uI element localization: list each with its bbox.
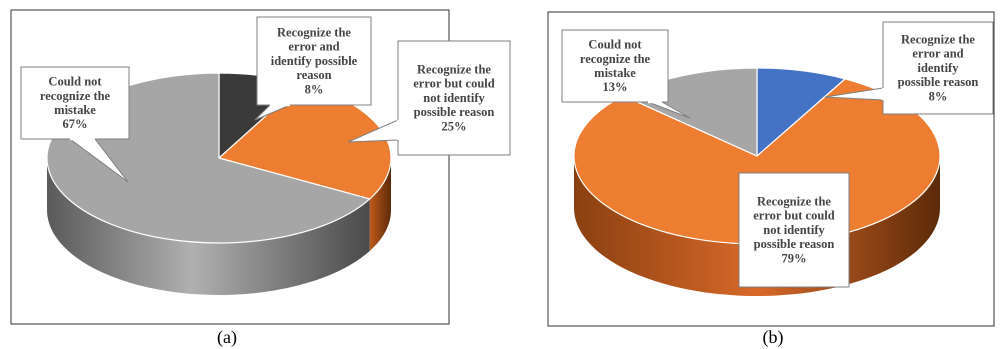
callout-a-slice-1-box <box>397 40 511 156</box>
callout-a-slice-1-label-line: error but could <box>413 77 495 91</box>
chart-b-slice-0 <box>756 67 846 157</box>
callout-b-slice-1-label-line: Recognize the <box>757 195 831 209</box>
callout-b-slice-1-value: 79% <box>782 251 807 265</box>
chart-b-caption: (b) <box>763 327 784 348</box>
callout-b-slice-2-pointer <box>647 101 691 119</box>
callout-a-slice-0-value: 8% <box>305 82 324 96</box>
chart-a-slice-1-side <box>369 158 391 251</box>
callout-b-slice-1-label-line: error but could <box>753 209 835 223</box>
callout-a-slice-2-label-line: Could not <box>48 75 102 89</box>
callout-b-slice-0-label-line: identify <box>918 61 960 75</box>
chart-a-caption: (a) <box>217 327 237 348</box>
callout-a-slice-0-box <box>256 16 372 106</box>
callout-a-slice-0-pointer <box>254 104 291 121</box>
callout-a-slice-2-label-line: mistake <box>54 103 96 117</box>
callout-a-slice-2-pointer <box>69 138 129 183</box>
callout-b-slice-0-label-line: possible reason <box>898 75 979 89</box>
callout-b-slice-0-label-line: error and <box>912 47 963 61</box>
callout-a-slice-2-value: 67% <box>63 117 88 131</box>
callout-a-slice-0-label-line: identify possible <box>271 54 358 68</box>
callout-a-slice-1-label-line: Recognize the <box>417 63 491 77</box>
callout-a-slice-2-box <box>20 66 130 140</box>
callout-a-slice-1-pointer <box>347 119 399 143</box>
callout-b-slice-2-value: 13% <box>603 80 628 94</box>
callout-b-slice-0-value: 8% <box>929 89 948 103</box>
callout-b-slice-0-box <box>882 21 994 115</box>
callout-b-slice-0-label-line: Recognize the <box>901 33 975 47</box>
callout-b-slice-1-label-line: possible reason <box>754 237 835 251</box>
callout-b-slice-1-box <box>738 172 850 288</box>
callout-b-slice-0-pointer <box>824 87 884 101</box>
callout-b-slice-2-label-line: Could not <box>588 38 642 52</box>
callout-a-slice-0-label-line: Recognize the <box>277 26 351 40</box>
callout-b-slice-2-box <box>561 29 669 103</box>
callout-a-slice-2-label-line: recognize the <box>40 89 111 103</box>
callout-b-slice-2-label-line: mistake <box>594 66 636 80</box>
chart-a-slice-2-side <box>47 158 370 296</box>
callout-a-slice-1-label-line: possible reason <box>414 105 495 119</box>
callout-a-slice-1-label-line: not identify <box>423 91 485 105</box>
callout-b-slice-2-label-line: recognize the <box>580 52 651 66</box>
callout-b-slice-1-label-line: not identify <box>763 223 825 237</box>
callout-a-slice-0-label-line: error and <box>288 40 339 54</box>
callout-a-slice-0-label-line: reason <box>296 68 331 82</box>
callout-a-slice-1-value: 25% <box>442 119 467 133</box>
